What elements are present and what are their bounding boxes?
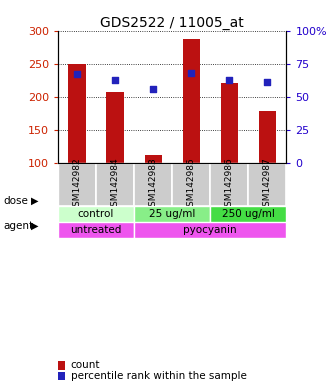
Text: 250 ug/ml: 250 ug/ml (222, 209, 275, 219)
Text: ▶: ▶ (31, 220, 39, 231)
Point (74, 71, 79, 78)
Bar (107, 92, 123, 163)
FancyBboxPatch shape (58, 206, 134, 222)
Text: control: control (78, 209, 114, 219)
FancyBboxPatch shape (248, 163, 286, 206)
Bar (145, 155, 162, 163)
Bar (259, 111, 276, 163)
Text: percentile rank within the sample: percentile rank within the sample (71, 371, 246, 381)
FancyBboxPatch shape (58, 163, 96, 206)
Text: agent: agent (3, 220, 33, 231)
FancyBboxPatch shape (58, 222, 134, 238)
Point (264, 79, 270, 86)
Bar (69, 64, 85, 163)
Text: count: count (71, 360, 100, 370)
Text: untreated: untreated (70, 225, 122, 235)
Text: 25 ug/ml: 25 ug/ml (149, 209, 195, 219)
Text: GSM142987: GSM142987 (263, 157, 272, 212)
Text: GSM142986: GSM142986 (225, 157, 234, 212)
Text: GSM142983: GSM142983 (149, 157, 158, 212)
Title: GDS2522 / 11005_at: GDS2522 / 11005_at (100, 16, 244, 30)
Text: ▶: ▶ (31, 195, 39, 206)
Point (150, 86, 156, 92)
FancyBboxPatch shape (210, 163, 248, 206)
FancyBboxPatch shape (134, 206, 210, 222)
Text: dose: dose (3, 195, 28, 206)
FancyBboxPatch shape (134, 163, 172, 206)
Point (226, 77, 232, 83)
FancyBboxPatch shape (210, 206, 286, 222)
Text: GSM142984: GSM142984 (111, 157, 119, 212)
Point (188, 70, 194, 76)
Text: pyocyanin: pyocyanin (183, 225, 237, 235)
Text: GSM142985: GSM142985 (187, 157, 196, 212)
FancyBboxPatch shape (134, 222, 286, 238)
FancyBboxPatch shape (96, 163, 134, 206)
Text: GSM142982: GSM142982 (72, 157, 81, 212)
FancyBboxPatch shape (172, 163, 210, 206)
Point (112, 77, 118, 83)
Bar (221, 83, 238, 163)
Bar (183, 39, 200, 163)
